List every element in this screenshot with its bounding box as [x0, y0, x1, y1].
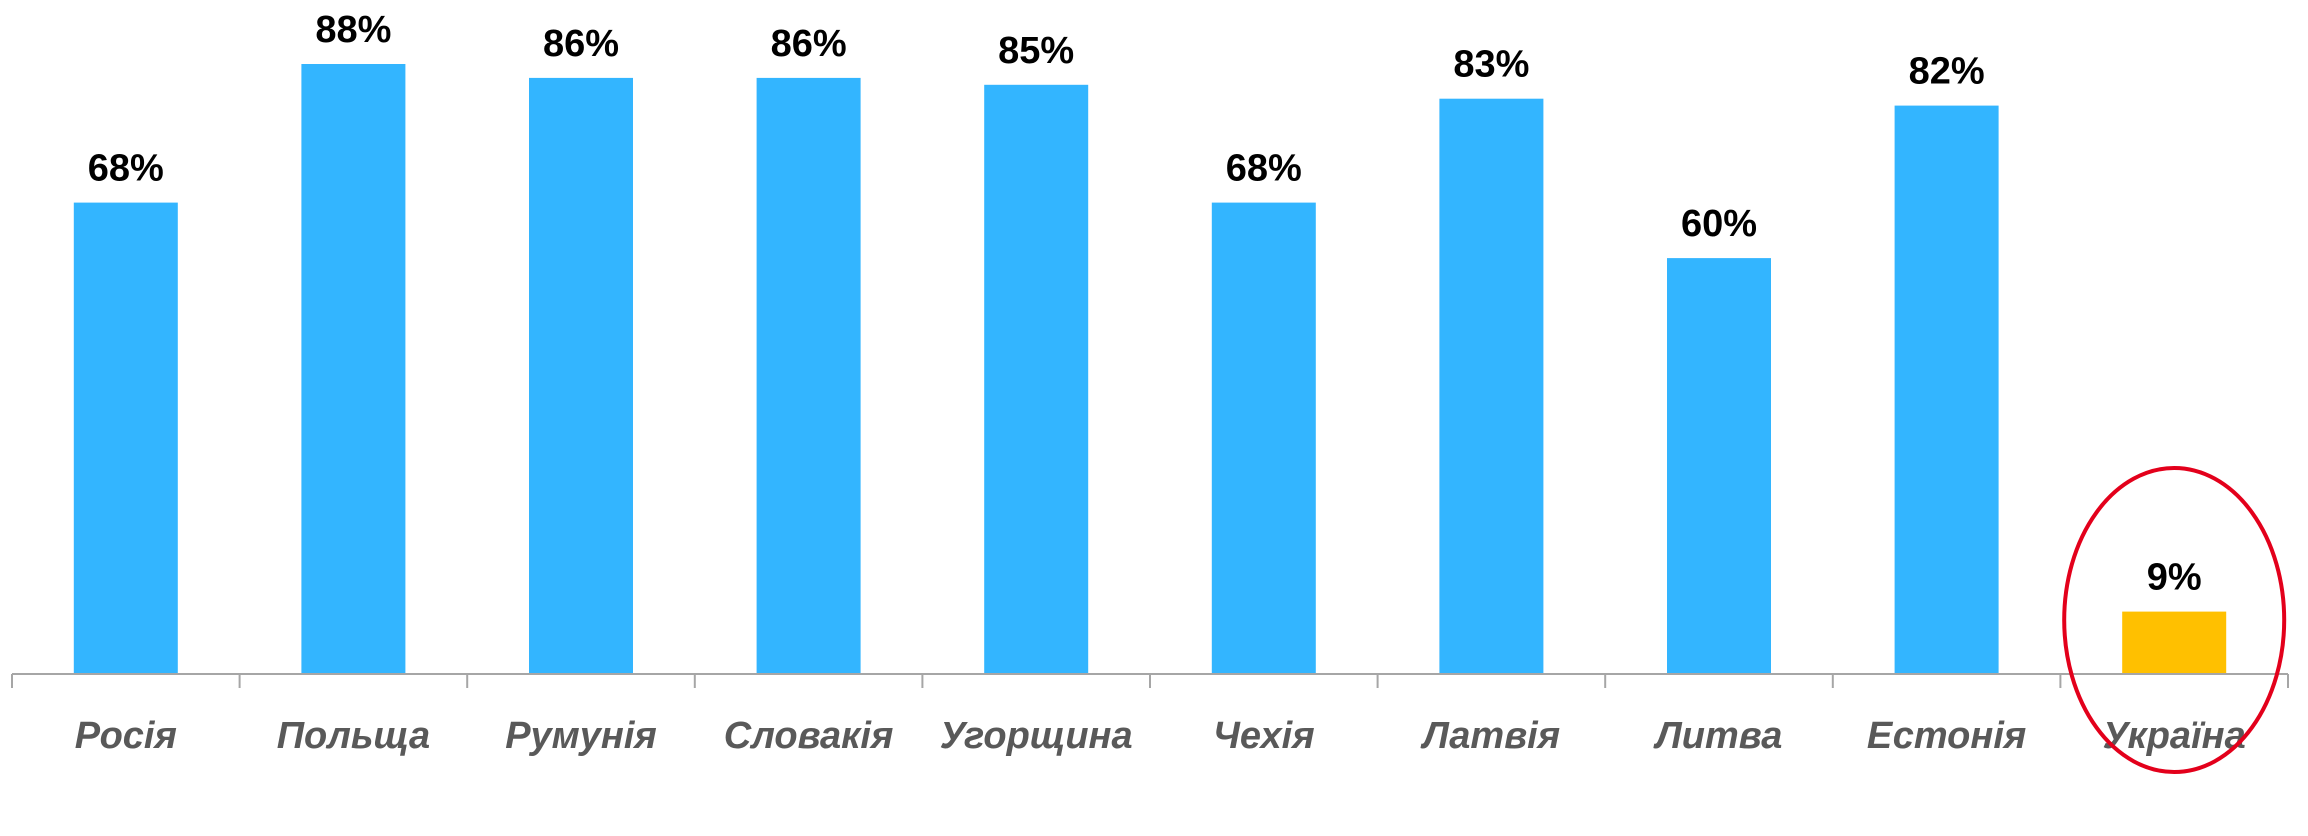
category-label-7: Латвія	[1420, 715, 1560, 757]
data-label-10: 9%	[2147, 557, 2202, 599]
data-label-8: 60%	[1681, 203, 1757, 245]
data-label-7: 83%	[1453, 44, 1529, 86]
category-label-2: Польща	[277, 715, 430, 757]
bar-1	[73, 202, 178, 674]
bar-4	[756, 77, 861, 674]
data-label-9: 82%	[1909, 51, 1985, 93]
bar-2	[301, 64, 406, 674]
data-labels-group: 68% 88% 86% 86% 85% 68% 83% 60% 82% 9%	[88, 9, 2202, 599]
bar-9	[1894, 105, 1999, 675]
category-label-5: Угорщина	[940, 715, 1133, 757]
bar-8	[1667, 258, 1771, 674]
category-label-1: Росія	[75, 715, 177, 757]
bar-6	[1211, 202, 1316, 674]
data-label-6: 68%	[1226, 148, 1302, 190]
bar-10	[2122, 611, 2227, 674]
category-label-10: Україна	[2103, 715, 2246, 757]
category-label-8: Литва	[1653, 715, 1783, 757]
bar-3	[529, 77, 633, 674]
category-labels-group: Росія Польща Румунія Словакія Угорщина Чехія Л…	[75, 715, 2246, 757]
highlight-circle	[2062, 466, 2287, 774]
category-label-6: Чехія	[1213, 715, 1315, 757]
bar-5	[984, 84, 1089, 675]
bars-group	[73, 64, 2227, 675]
category-label-4: Словакія	[724, 715, 894, 757]
data-label-1: 68%	[88, 148, 164, 190]
category-label-9: Естонія	[1867, 715, 2026, 757]
data-label-2: 88%	[315, 9, 391, 51]
bar-7	[1439, 98, 1544, 674]
category-label-3: Румунія	[505, 715, 657, 757]
data-label-5: 85%	[998, 30, 1074, 72]
data-label-4: 86%	[771, 23, 847, 65]
x-axis	[11, 673, 2289, 688]
data-label-3: 86%	[543, 23, 619, 65]
